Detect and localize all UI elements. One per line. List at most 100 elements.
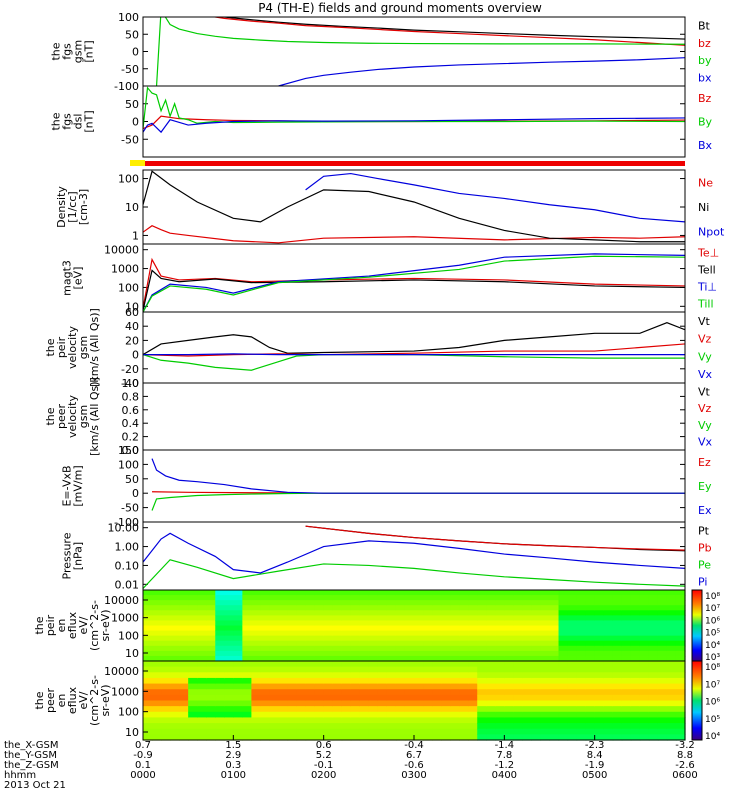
spectrogram-cell [486, 661, 496, 668]
spectrogram-cell [305, 625, 316, 632]
spectrogram-cell [341, 600, 352, 606]
spectrogram-cell [666, 625, 677, 632]
spectrogram-cell [368, 694, 379, 702]
legend-Vt: Vt [698, 385, 711, 398]
spectrogram-cell [215, 694, 225, 702]
spectrogram-cell [522, 625, 533, 632]
spectrogram-cell [269, 590, 280, 596]
spectrogram-cell [242, 706, 252, 713]
spectrogram-cell [504, 615, 514, 622]
spectrogram-cell [612, 600, 623, 606]
spectrogram-cell [368, 717, 379, 724]
spectrogram-cell [531, 650, 542, 657]
colorbar-gradient [691, 660, 703, 741]
spectrogram-cell [441, 630, 451, 637]
spectrogram-cell [558, 672, 569, 679]
spectrogram-cell [495, 625, 505, 632]
spectrogram-cell [314, 630, 325, 637]
xaxis-value: 0500 [582, 770, 607, 781]
xaxis-value: 1.5 [225, 740, 241, 751]
spectrogram-cell [404, 661, 415, 668]
spectrogram-cell [648, 640, 659, 647]
spectrogram-cell [224, 689, 234, 696]
spectrogram-cell [585, 717, 596, 724]
spectrogram-cell [233, 645, 243, 652]
ytick-label: 1000 [111, 612, 139, 625]
colorbar-label: 10⁴ [705, 641, 720, 651]
status-red [145, 161, 685, 166]
spectrogram-cell [621, 666, 632, 673]
spectrogram-cell [468, 728, 478, 735]
spectrogram-cell [567, 595, 578, 601]
spectrogram-cell [377, 645, 388, 652]
spectrogram-cell [495, 734, 505, 741]
spectrogram-cell [170, 683, 180, 690]
spectrogram-cell [386, 655, 397, 662]
spectrogram-cell [269, 706, 280, 713]
spectrogram-cell [432, 655, 442, 662]
spectrogram-cell [233, 640, 243, 647]
spectrogram-cell [368, 728, 379, 735]
spectrogram-cell [152, 734, 162, 741]
spectrogram-cell [621, 689, 632, 696]
spectrogram-cell [287, 683, 298, 690]
spectrogram-cell [477, 650, 487, 657]
spectrogram-cell [152, 625, 162, 632]
spectrogram-cell [251, 717, 262, 724]
spectrogram-cell [152, 595, 162, 601]
spectrogram-cell [531, 635, 542, 642]
spectrogram-cell [269, 694, 280, 702]
spectrogram-cell [477, 734, 487, 741]
spectrogram-cell [450, 615, 460, 622]
spectrogram-cell [513, 700, 523, 707]
spectrogram-cell [540, 595, 551, 601]
xaxis-value: -1.9 [585, 760, 605, 771]
spectrogram-cell [305, 650, 316, 657]
spectrogram-cell [648, 677, 659, 685]
spectrogram-cell [386, 677, 397, 685]
spectrogram-cell [341, 723, 352, 730]
spectrogram-cell [224, 661, 234, 668]
spectrogram-cell [314, 728, 325, 735]
colorbar-label: 10⁵ [705, 629, 720, 639]
spectrogram-cell [287, 635, 298, 642]
spectrogram-cell [576, 677, 587, 685]
spectrogram-cell [215, 706, 225, 713]
spectrogram-cell [513, 590, 523, 596]
spectrogram-cell [197, 615, 207, 622]
spectrogram-cell [251, 615, 262, 622]
spectrogram-cell [197, 640, 207, 647]
spectrogram-cell [377, 620, 388, 627]
spectrogram-cell [305, 694, 316, 702]
spectrogram-cell [621, 645, 632, 652]
spectrogram-cell [630, 645, 641, 652]
spectrogram-cell [341, 640, 352, 647]
spectrogram-cell [215, 728, 225, 735]
spectrogram-cell [441, 672, 451, 679]
spectrogram-cell [233, 620, 243, 627]
spectrogram-cell [251, 677, 262, 685]
spectrogram-cell [161, 630, 171, 637]
spectrogram-cell [477, 630, 487, 637]
spectrogram-cell [450, 650, 460, 657]
spectrogram-cell [143, 590, 153, 596]
spectrogram-cell [188, 615, 198, 622]
spectrogram-cell [368, 661, 379, 668]
spectrogram-cell [423, 723, 433, 730]
spectrogram-cell [648, 590, 659, 596]
spectrogram-cell [251, 620, 262, 627]
spectrogram-cell [305, 630, 316, 637]
spectrogram-cell [486, 734, 496, 741]
spectrogram-cell [630, 620, 641, 627]
spectrogram-cell [179, 590, 189, 596]
spectrogram-cell [386, 630, 397, 637]
spectrogram-cell [468, 689, 478, 696]
spectrogram-cell [486, 650, 496, 657]
spectrogram-cell [395, 600, 406, 606]
spectrogram-cell [368, 640, 379, 647]
spectrogram-cell [414, 635, 424, 642]
spectrogram-cell [450, 595, 460, 601]
spectrogram-cell [432, 683, 442, 690]
spectrogram-cell [675, 600, 686, 606]
